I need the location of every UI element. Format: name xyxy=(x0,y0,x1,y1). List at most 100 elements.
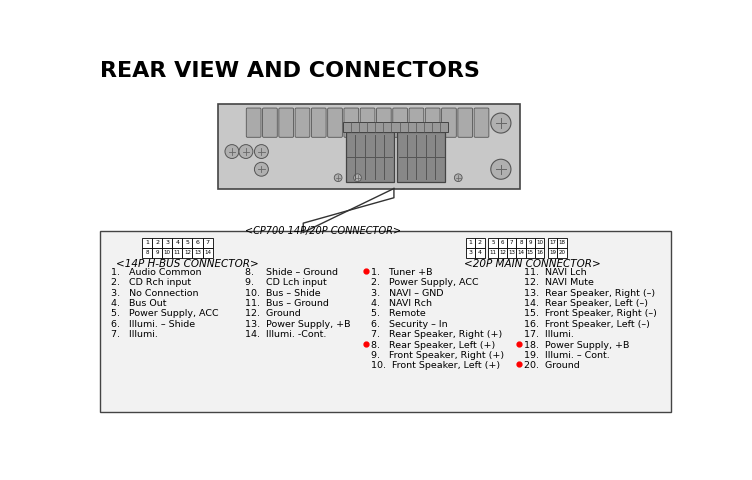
Bar xyxy=(489,238,498,248)
Bar xyxy=(526,248,535,258)
FancyBboxPatch shape xyxy=(426,108,440,137)
Bar xyxy=(526,238,535,248)
Bar xyxy=(466,238,475,248)
Text: 9: 9 xyxy=(529,240,532,245)
Bar xyxy=(172,238,182,248)
Text: 14.  Illumi. -Cont.: 14. Illumi. -Cont. xyxy=(245,330,326,339)
Circle shape xyxy=(491,159,511,179)
Text: 17.  Illumi.: 17. Illumi. xyxy=(524,330,574,339)
Text: 12.  Ground: 12. Ground xyxy=(245,310,301,318)
Bar xyxy=(152,248,162,258)
Bar xyxy=(535,248,544,258)
Bar xyxy=(517,238,526,248)
Text: 14: 14 xyxy=(204,250,211,255)
Bar xyxy=(202,248,213,258)
Text: 10.  Front Speaker, Left (+): 10. Front Speaker, Left (+) xyxy=(371,361,501,371)
Text: 19: 19 xyxy=(549,250,556,255)
Text: 4: 4 xyxy=(175,240,179,245)
Text: 2: 2 xyxy=(478,240,482,245)
FancyBboxPatch shape xyxy=(441,108,456,137)
Bar xyxy=(489,248,498,258)
Text: 7: 7 xyxy=(510,240,514,245)
Bar xyxy=(346,132,394,182)
Text: 13.  Rear Speaker, Right (–): 13. Rear Speaker, Right (–) xyxy=(524,288,655,298)
Bar xyxy=(498,248,507,258)
Text: 8: 8 xyxy=(145,250,149,255)
Text: 5.   Power Supply, ACC: 5. Power Supply, ACC xyxy=(111,310,219,318)
Text: 6.   Security – In: 6. Security – In xyxy=(371,320,448,329)
Bar xyxy=(142,248,152,258)
Bar xyxy=(557,238,567,248)
Bar xyxy=(507,238,517,248)
Text: <CP700 14P/20P CONNECTOR>: <CP700 14P/20P CONNECTOR> xyxy=(244,226,401,236)
Text: 3: 3 xyxy=(468,250,473,255)
FancyBboxPatch shape xyxy=(344,108,359,137)
Text: 20.  Ground: 20. Ground xyxy=(524,361,580,371)
Text: 3.   NAVI – GND: 3. NAVI – GND xyxy=(371,288,444,298)
Text: 4: 4 xyxy=(478,250,482,255)
Text: 11.  Bus – Ground: 11. Bus – Ground xyxy=(245,299,329,308)
Bar xyxy=(557,248,567,258)
Bar xyxy=(343,121,448,132)
Text: 6: 6 xyxy=(196,240,199,245)
Bar xyxy=(397,132,445,182)
Text: 5: 5 xyxy=(491,240,495,245)
Circle shape xyxy=(254,162,268,176)
Bar xyxy=(218,104,520,189)
Text: 15.  Front Speaker, Right (–): 15. Front Speaker, Right (–) xyxy=(524,310,657,318)
Text: 8: 8 xyxy=(520,240,523,245)
Text: 4.   Bus Out: 4. Bus Out xyxy=(111,299,166,308)
Text: 9.   Front Speaker, Right (+): 9. Front Speaker, Right (+) xyxy=(371,351,505,360)
Text: 14: 14 xyxy=(517,250,525,255)
Text: 15: 15 xyxy=(527,250,534,255)
Text: 13: 13 xyxy=(508,250,515,255)
Bar xyxy=(182,248,193,258)
Text: 6: 6 xyxy=(501,240,504,245)
FancyBboxPatch shape xyxy=(458,108,472,137)
FancyBboxPatch shape xyxy=(328,108,342,137)
FancyBboxPatch shape xyxy=(279,108,293,137)
Text: 10: 10 xyxy=(164,250,171,255)
Text: 18.  Power Supply, +B: 18. Power Supply, +B xyxy=(524,341,629,349)
Text: <20P MAIN CONNECTOR>: <20P MAIN CONNECTOR> xyxy=(463,259,600,269)
Circle shape xyxy=(353,174,362,181)
Text: 13: 13 xyxy=(194,250,201,255)
Text: 17: 17 xyxy=(549,240,556,245)
Bar xyxy=(162,248,172,258)
Bar xyxy=(475,248,484,258)
Bar xyxy=(202,238,213,248)
FancyBboxPatch shape xyxy=(262,108,277,137)
Text: 1.   Tuner +B: 1. Tuner +B xyxy=(371,268,433,277)
Text: REAR VIEW AND CONNECTORS: REAR VIEW AND CONNECTORS xyxy=(100,61,480,82)
FancyBboxPatch shape xyxy=(377,108,391,137)
Text: 12.  NAVI Mute: 12. NAVI Mute xyxy=(524,278,594,287)
Circle shape xyxy=(254,144,268,158)
Bar xyxy=(548,238,557,248)
Text: 7: 7 xyxy=(205,240,210,245)
Text: 3: 3 xyxy=(165,240,169,245)
Bar xyxy=(507,248,517,258)
Text: 10.  Bus – Shide: 10. Bus – Shide xyxy=(245,288,321,298)
Text: 9.    CD Lch input: 9. CD Lch input xyxy=(245,278,327,287)
FancyBboxPatch shape xyxy=(295,108,310,137)
Bar xyxy=(172,248,182,258)
Text: 5: 5 xyxy=(186,240,190,245)
Text: 9: 9 xyxy=(156,250,159,255)
Text: 2: 2 xyxy=(155,240,159,245)
Text: 7.   Illumi.: 7. Illumi. xyxy=(111,330,158,339)
Text: 12: 12 xyxy=(184,250,191,255)
Text: 2.   Power Supply, ACC: 2. Power Supply, ACC xyxy=(371,278,479,287)
Text: 19.  Illumi. – Cont.: 19. Illumi. – Cont. xyxy=(524,351,610,360)
Bar xyxy=(535,238,544,248)
Bar xyxy=(152,238,162,248)
Text: 18: 18 xyxy=(559,240,566,245)
Text: 7.   Rear Speaker, Right (+): 7. Rear Speaker, Right (+) xyxy=(371,330,502,339)
FancyBboxPatch shape xyxy=(393,108,408,137)
Text: 3.   No Connection: 3. No Connection xyxy=(111,288,199,298)
Text: 10: 10 xyxy=(536,240,543,245)
Text: 1: 1 xyxy=(145,240,149,245)
Bar xyxy=(100,231,671,412)
Text: 12: 12 xyxy=(499,250,506,255)
Circle shape xyxy=(239,144,253,158)
Text: 11: 11 xyxy=(490,250,496,255)
